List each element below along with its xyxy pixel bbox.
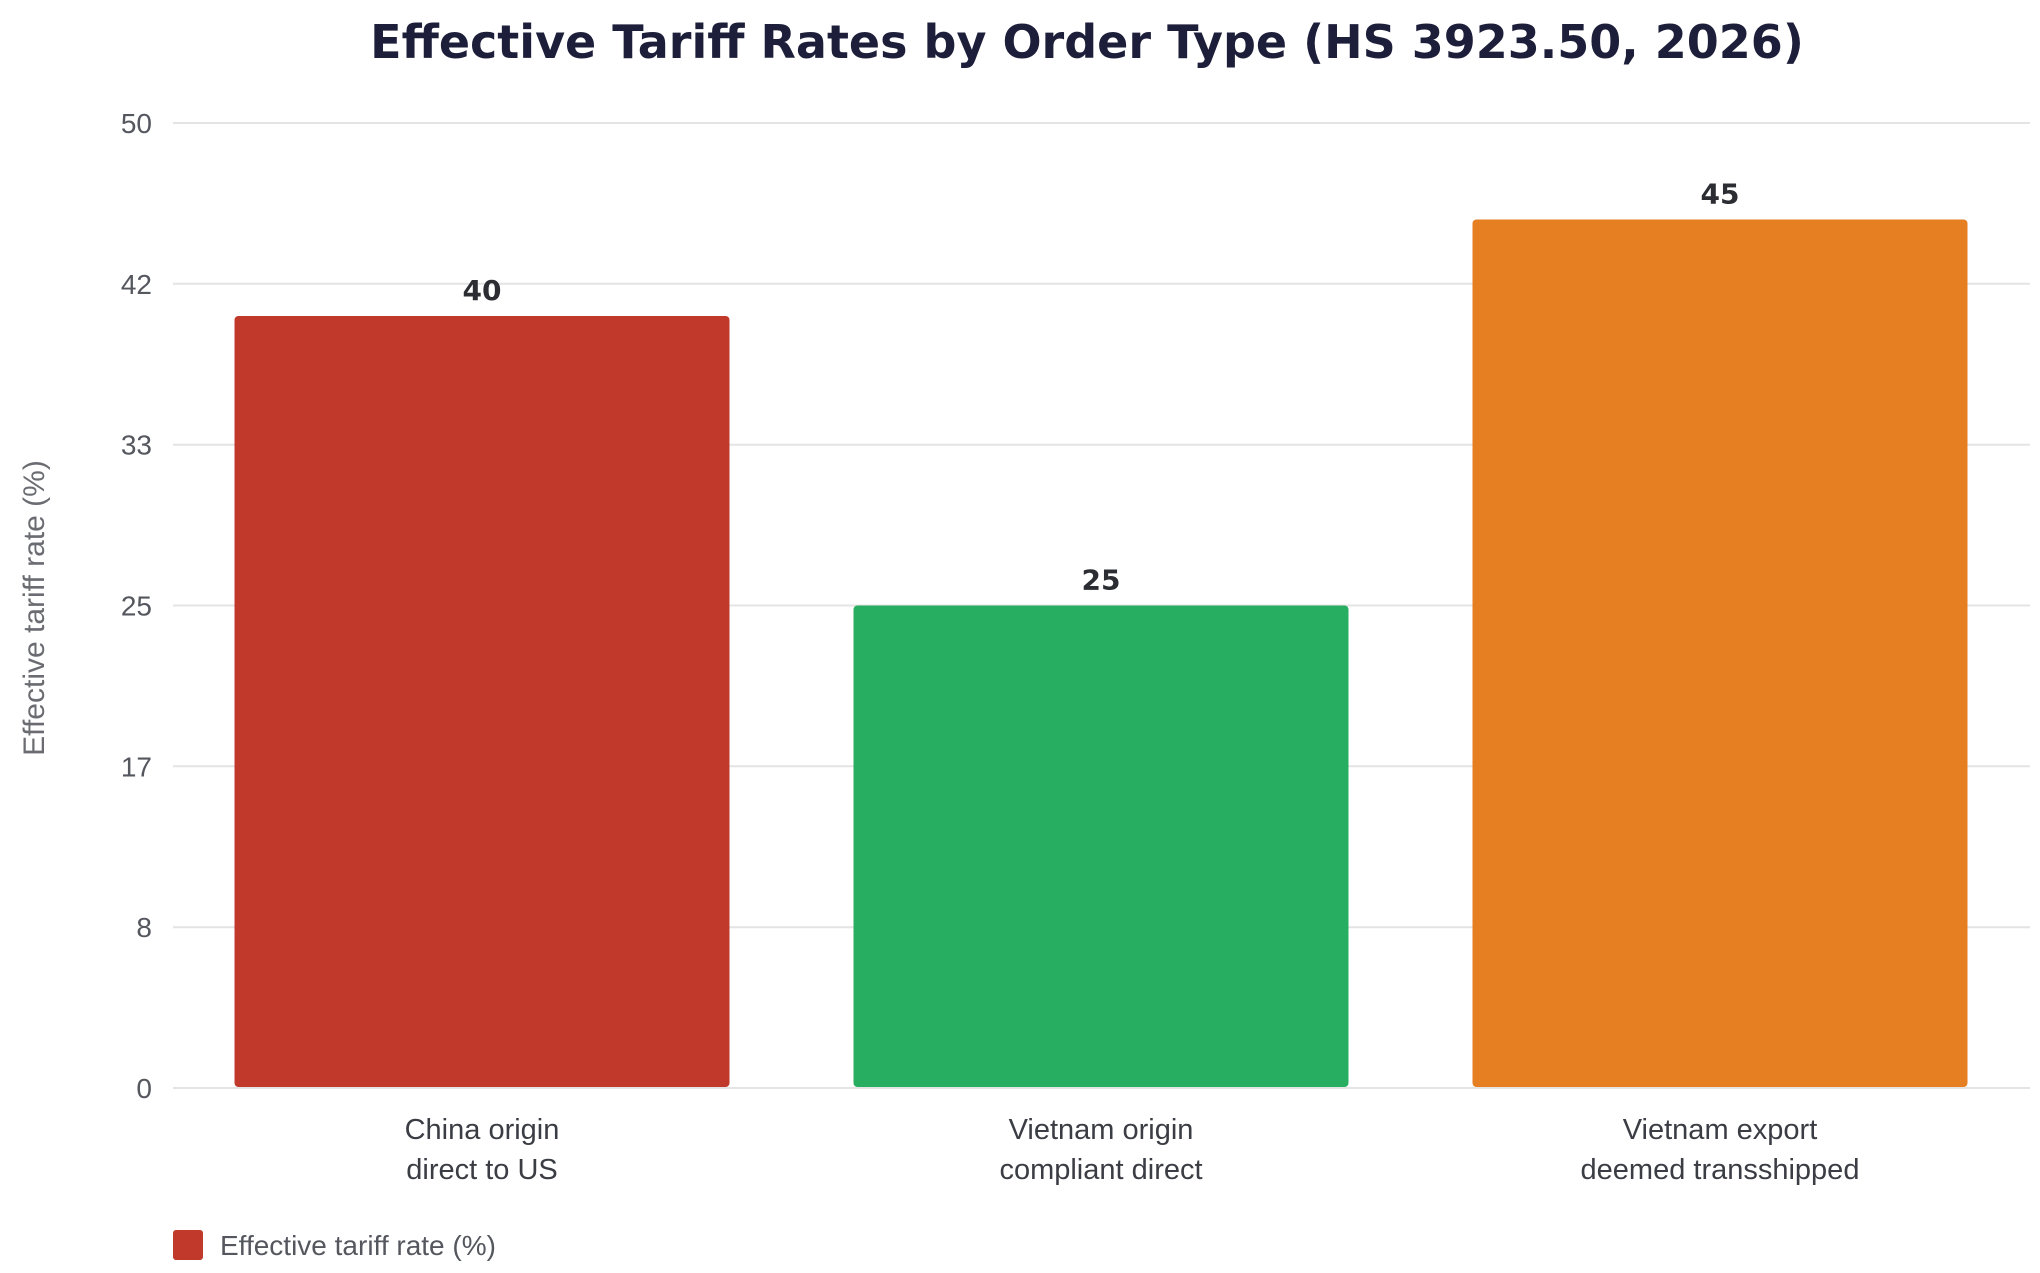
x-category-label: Vietnam origin compliant direct xyxy=(999,1114,1202,1186)
y-tick-label: 33 xyxy=(121,430,152,461)
y-axis-label: Effective tariff rate (%) xyxy=(18,460,51,756)
y-tick-label: 8 xyxy=(136,912,152,943)
legend-label: Effective tariff rate (%) xyxy=(220,1230,496,1261)
data-label: 40 xyxy=(463,274,502,307)
y-tick-label: 17 xyxy=(121,751,152,782)
bar xyxy=(1472,219,1968,1087)
y-tick-label: 50 xyxy=(121,108,152,139)
x-category-label: China origin direct to US xyxy=(405,1114,560,1186)
data-labels: 40 25 45 xyxy=(463,178,1740,597)
y-axis-ticks: 0 8 17 25 33 42 50 xyxy=(121,108,152,1104)
x-axis-categories: China origin direct to US Vietnam origin co… xyxy=(405,1114,1860,1186)
bar xyxy=(234,316,730,1087)
y-tick-label: 42 xyxy=(121,269,152,300)
y-tick-label: 0 xyxy=(136,1073,152,1104)
y-tick-label: 25 xyxy=(121,591,152,622)
x-category-label: Vietnam export deemed transshipped xyxy=(1581,1114,1860,1186)
data-label: 25 xyxy=(1082,564,1121,597)
legend-swatch xyxy=(173,1230,203,1260)
bars xyxy=(234,219,1968,1087)
data-label: 45 xyxy=(1701,178,1740,211)
chart-title: Effective Tariff Rates by Order Type (HS… xyxy=(370,15,1804,69)
legend: Effective tariff rate (%) xyxy=(173,1230,496,1261)
bar xyxy=(853,605,1349,1087)
